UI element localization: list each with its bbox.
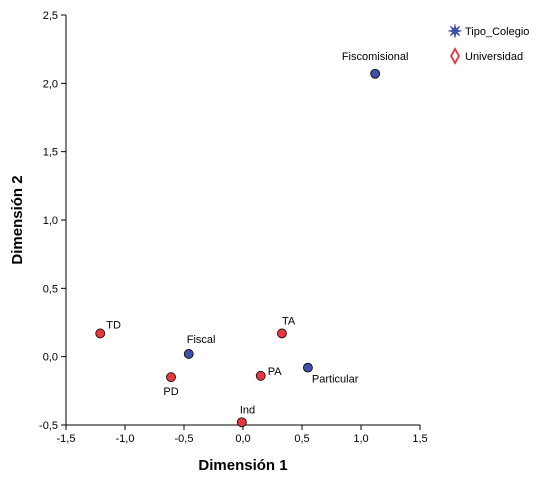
x-tick-label: 0,5 — [294, 433, 309, 445]
point-label-particular: Particular — [312, 374, 359, 386]
point-labels: Fiscomisional Fiscal Particular TD TA PD PA Ind — [106, 51, 409, 416]
y-tick-label: 1,5 — [43, 147, 58, 159]
legend-label-tipo-colegio: Tipo_Colegio — [465, 26, 529, 38]
y-axis-title: Dimensión 2 — [9, 175, 26, 264]
y-tick-label: 1,0 — [43, 215, 58, 227]
data-point-fiscal — [183, 349, 194, 359]
x-tick-label: -1,5 — [57, 433, 76, 445]
data-point-fiscomisional — [370, 68, 381, 79]
data-point-td — [95, 328, 106, 339]
x-tick-label: -0,5 — [175, 433, 194, 445]
point-label-fiscomisional: Fiscomisional — [342, 51, 409, 63]
data-point-pa — [255, 370, 266, 381]
point-label-pa: PA — [268, 366, 283, 378]
data-point-ind — [236, 417, 247, 428]
ticks: -1,5 -1,0 -0,5 0,0 0,5 1,0 1,5 -0,5 0,0 0,5 1,0 1,5… — [39, 10, 428, 445]
legend-label-universidad: Universidad — [465, 51, 523, 63]
diamond-icon — [449, 47, 461, 65]
y-tick-label: -0,5 — [39, 420, 58, 432]
data-point-ta — [277, 328, 287, 339]
point-label-ta: TA — [282, 315, 296, 327]
y-tick-label: 2,0 — [43, 78, 58, 90]
data-point-particular — [302, 362, 313, 373]
star-icon — [447, 23, 463, 39]
y-tick-label: 0,0 — [43, 352, 58, 364]
point-label-td: TD — [106, 319, 121, 331]
data-point-pd — [166, 372, 176, 383]
legend-item-tipo-colegio: Tipo_Colegio — [447, 23, 529, 39]
x-tick-label: -1,0 — [116, 433, 135, 445]
point-label-ind: Ind — [240, 404, 255, 416]
data-points — [95, 68, 381, 428]
y-tick-label: 0,5 — [43, 283, 58, 295]
y-tick-label: 2,5 — [43, 10, 58, 22]
axes — [65, 15, 420, 426]
legend-item-universidad: Universidad — [449, 47, 523, 65]
legend: Tipo_Colegio Universidad — [447, 23, 529, 65]
x-tick-label: 1,0 — [353, 433, 368, 445]
point-label-pd: PD — [163, 386, 178, 398]
point-label-fiscal: Fiscal — [187, 334, 216, 346]
x-tick-label: 1,5 — [412, 433, 427, 445]
x-axis-title: Dimensión 1 — [198, 457, 287, 474]
x-tick-label: 0,0 — [235, 433, 250, 445]
